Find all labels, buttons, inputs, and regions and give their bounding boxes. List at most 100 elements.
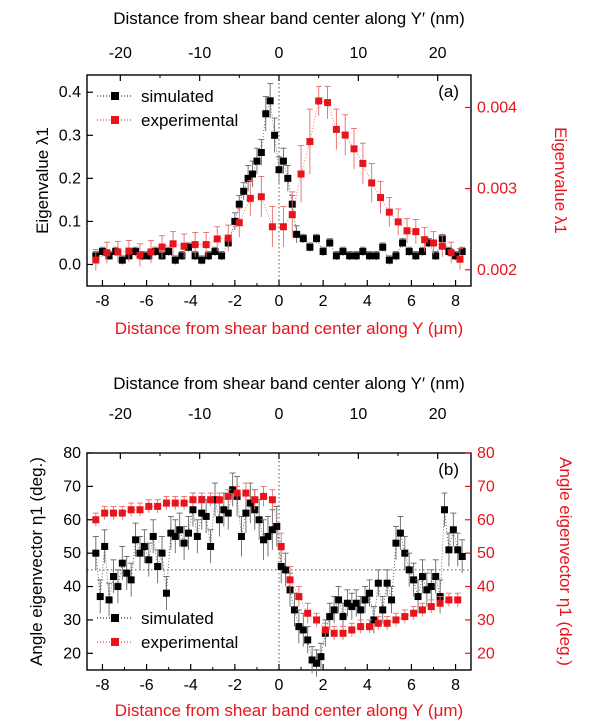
data-point [385, 256, 393, 264]
data-point [145, 502, 153, 510]
data-point [374, 619, 382, 627]
data-point [339, 629, 347, 637]
data-point [264, 532, 272, 540]
data-point [352, 599, 360, 607]
right-y-tick-label: 0.003 [477, 181, 517, 198]
data-point [268, 526, 276, 534]
data-point [118, 509, 126, 517]
data-point [377, 194, 385, 202]
data-point [185, 529, 193, 537]
data-point [198, 256, 206, 264]
data-point [432, 252, 440, 260]
data-point [257, 193, 265, 201]
data-point [118, 256, 126, 264]
data-point [449, 526, 457, 534]
data-point [176, 526, 184, 534]
data-point [242, 489, 250, 497]
data-point [445, 546, 453, 554]
data-point [299, 235, 307, 243]
data-point [297, 170, 305, 178]
x-tick-label: 2 [319, 293, 328, 310]
data-point [454, 596, 462, 604]
data-point [154, 502, 162, 510]
data-point [308, 656, 316, 664]
data-point [441, 506, 449, 514]
data-point [198, 496, 206, 504]
data-point [220, 506, 228, 514]
data-point [224, 509, 232, 517]
legend-marker-experimental [111, 116, 119, 124]
data-point [332, 252, 340, 260]
legend-marker-simulated [111, 92, 119, 100]
left-y-tick-label: 80 [63, 445, 81, 462]
data-point [235, 200, 243, 208]
left-y-axis-title: Angle eigenvector η1 (deg.) [27, 457, 46, 666]
x-tick-label: 6 [407, 677, 416, 694]
data-point [132, 248, 140, 256]
data-point [425, 239, 433, 247]
x-tick-label: -6 [139, 293, 153, 310]
data-point [432, 573, 440, 581]
x-tick-label: -4 [184, 293, 198, 310]
data-point [202, 241, 210, 249]
data-point [339, 248, 347, 256]
data-point [127, 576, 135, 584]
data-point [240, 187, 248, 195]
data-point [379, 606, 387, 614]
data-point [330, 606, 338, 614]
data-point [255, 516, 263, 524]
top-x-tick-label: -10 [188, 45, 211, 62]
left-y-tick-label: 0.3 [59, 127, 81, 144]
data-point [92, 516, 100, 524]
data-point [352, 252, 360, 260]
data-point [180, 499, 188, 507]
panel-a-chart: -8 -6 -4 -2 0 2 4 6 8-20 -10 0 10 200.00.10.20.30.40… [33, 9, 570, 338]
x-tick-label: -8 [95, 293, 109, 310]
data-point [154, 563, 162, 571]
data-point [401, 549, 409, 557]
right-y-tick-label: 20 [477, 645, 495, 662]
right-y-axis-title: Angle eigenvector η1 (deg.) [556, 457, 575, 666]
series-experimental [92, 482, 462, 640]
data-point [379, 243, 387, 251]
left-y-tick-label: 60 [63, 512, 81, 529]
data-point [145, 252, 153, 260]
data-point [365, 589, 373, 597]
data-point [335, 596, 343, 604]
data-point [392, 616, 400, 624]
data-point [180, 242, 188, 250]
data-point [271, 131, 279, 139]
data-point [454, 546, 462, 554]
left-y-tick-label: 30 [63, 612, 81, 629]
x-tick-label: -2 [228, 677, 242, 694]
right-y-tick-label: 40 [477, 579, 495, 596]
legend: simulated experimental [97, 609, 238, 652]
data-point [326, 613, 334, 621]
data-point [224, 234, 232, 242]
data-point [458, 248, 466, 256]
data-point [412, 252, 420, 260]
x-tick-label: -8 [95, 677, 109, 694]
data-point [295, 593, 303, 601]
bottom-x-axis-title: Distance from shear band center along Y … [115, 701, 463, 720]
data-point [180, 539, 188, 547]
data-point [207, 542, 215, 550]
data-point [268, 496, 276, 504]
data-point [185, 243, 193, 251]
data-point [341, 131, 349, 139]
data-point [266, 97, 274, 105]
data-point [458, 552, 466, 560]
data-point [350, 145, 358, 153]
right-y-tick-label: 80 [477, 445, 495, 462]
legend-marker-simulated [111, 614, 119, 622]
data-point [383, 619, 391, 627]
panel-label: (b) [438, 460, 459, 479]
data-point [114, 583, 122, 591]
data-point [101, 542, 109, 550]
data-point [306, 138, 314, 146]
data-point [275, 166, 283, 174]
right-y-tick-label: 60 [477, 512, 495, 529]
data-point [405, 566, 413, 574]
x-tick-label: 2 [319, 677, 328, 694]
